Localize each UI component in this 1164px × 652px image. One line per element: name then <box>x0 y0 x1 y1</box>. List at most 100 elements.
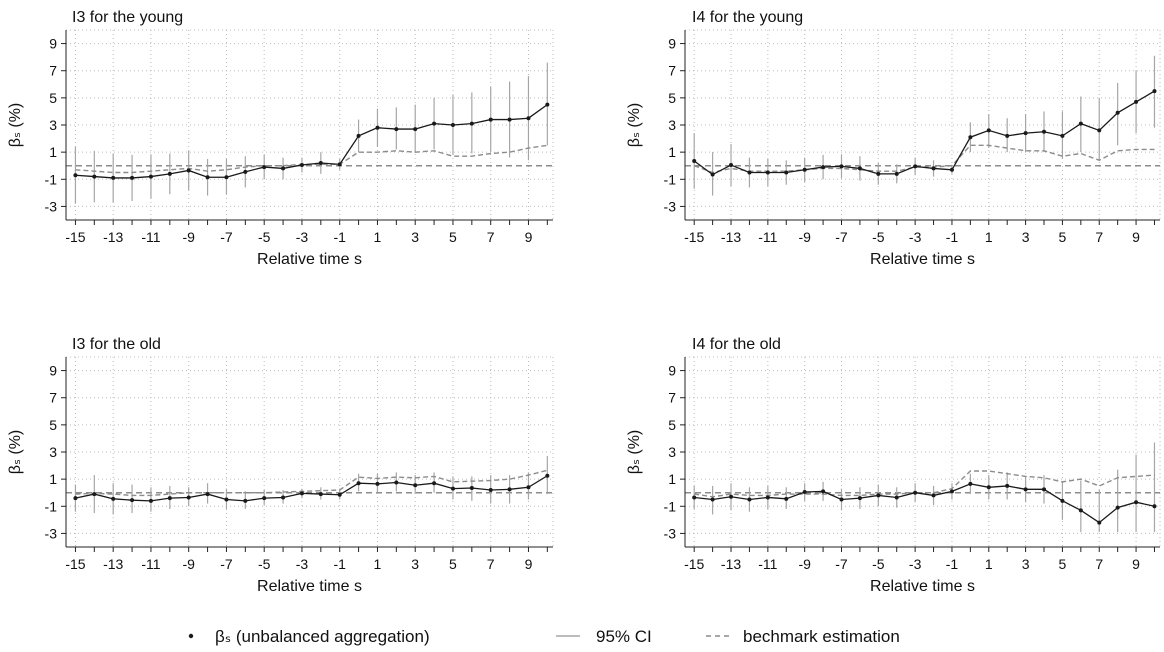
estimate-point <box>450 486 455 491</box>
x-tick-label: 1 <box>374 229 382 245</box>
x-tick-label: 7 <box>1095 556 1103 572</box>
x-tick-label: -13 <box>721 229 741 245</box>
legend-label-ci: 95% CI <box>596 627 652 646</box>
estimate-point <box>545 102 550 107</box>
y-tick-label: 7 <box>49 63 57 79</box>
x-tick-label: 9 <box>1132 556 1140 572</box>
x-axis-label: Relative time s <box>870 578 975 595</box>
y-tick-label: 5 <box>668 90 676 106</box>
estimate-point <box>1152 504 1157 509</box>
estimate-point <box>1005 133 1010 138</box>
estimate-point <box>913 490 918 495</box>
estimate-point <box>148 498 153 503</box>
x-tick-label: -1 <box>946 556 959 572</box>
estimate-point <box>968 481 973 486</box>
x-tick-label: 7 <box>487 556 495 572</box>
estimate-point <box>1042 129 1047 134</box>
x-tick-label: -11 <box>758 556 777 572</box>
legend-item-estimate: βₛ (unbalanced aggregation) <box>188 627 430 646</box>
x-axis-label: Relative time s <box>870 251 975 268</box>
estimate-point <box>1097 520 1102 525</box>
estimate-point <box>243 498 248 503</box>
panel-title: I4 for the young <box>692 9 803 26</box>
estimate-point <box>167 496 172 501</box>
estimate-point <box>986 485 991 490</box>
estimate-point <box>111 496 116 501</box>
legend: βₛ (unbalanced aggregation) 95% CI bechm… <box>188 627 900 646</box>
estimate-point <box>545 473 550 478</box>
y-tick-label: 1 <box>668 471 676 487</box>
x-tick-label: -15 <box>684 229 704 245</box>
x-tick-label: 3 <box>1022 556 1030 572</box>
estimate-point <box>469 121 474 126</box>
estimate-point <box>1134 500 1139 505</box>
x-tick-label: 1 <box>985 556 993 572</box>
y-axis-label: βₛ (%) <box>7 103 24 148</box>
x-tick-label: 3 <box>411 556 419 572</box>
x-tick-label: -7 <box>835 229 848 245</box>
x-tick-label: 5 <box>449 556 457 572</box>
x-tick-label: -9 <box>798 229 811 245</box>
benchmark-line <box>694 470 1155 498</box>
estimate-point <box>92 174 97 179</box>
benchmark-line <box>693 144 1155 174</box>
estimate-point <box>1097 128 1102 133</box>
estimate-line <box>75 104 548 179</box>
estimate-point <box>337 162 342 167</box>
estimate-point <box>130 498 135 503</box>
x-tick-label: 5 <box>1059 556 1067 572</box>
x-tick-label: 1 <box>374 556 382 572</box>
y-axis-label: βₛ (%) <box>626 103 643 148</box>
x-tick-label: -3 <box>296 229 309 245</box>
x-tick-label: 1 <box>985 229 993 245</box>
estimate-point <box>710 497 715 502</box>
y-tick-label: -3 <box>45 525 58 541</box>
estimate-point <box>986 128 991 133</box>
x-tick-label: 9 <box>525 556 533 572</box>
estimate-point <box>167 171 172 176</box>
estimate-point <box>299 491 304 496</box>
estimate-point <box>710 172 715 177</box>
estimate-point <box>432 481 437 486</box>
y-tick-label: 9 <box>668 363 676 379</box>
estimate-point <box>186 495 191 500</box>
estimate-point <box>73 173 78 178</box>
estimate-point <box>1023 487 1028 492</box>
estimate-point <box>318 492 323 497</box>
legend-item-ci: 95% CI <box>556 627 652 646</box>
x-tick-label: -5 <box>872 556 885 572</box>
estimate-point <box>765 170 770 175</box>
estimate-point <box>1060 133 1065 138</box>
estimate-point <box>394 127 399 132</box>
estimate-point <box>73 496 78 501</box>
y-tick-label: -1 <box>664 171 677 187</box>
estimate-point <box>931 166 936 171</box>
estimate-point <box>375 125 380 130</box>
estimate-point <box>488 117 493 122</box>
estimate-point <box>526 116 531 121</box>
estimate-point <box>130 175 135 180</box>
estimate-point <box>186 168 191 173</box>
x-tick-label: -7 <box>220 229 233 245</box>
estimate-point <box>450 123 455 127</box>
estimate-point <box>318 161 323 165</box>
estimate-point <box>205 175 210 180</box>
estimate-point <box>729 163 734 168</box>
estimate-point <box>729 494 734 499</box>
x-tick-label: -7 <box>835 556 848 572</box>
x-tick-label: 5 <box>1059 229 1067 245</box>
estimate-point <box>413 483 418 488</box>
estimate-point <box>281 166 286 171</box>
legend-item-benchmark: bechmark estimation <box>706 627 900 646</box>
y-tick-label: 9 <box>49 363 57 379</box>
estimate-point <box>857 496 862 501</box>
estimate-line <box>693 90 1155 176</box>
y-tick-label: 5 <box>49 90 57 106</box>
y-tick-label: 5 <box>49 417 57 433</box>
x-tick-label: -1 <box>946 229 959 245</box>
legend-label-estimate: βₛ (unbalanced aggregation) <box>215 627 430 646</box>
estimate-point <box>262 496 267 501</box>
y-tick-label: 3 <box>49 117 57 133</box>
